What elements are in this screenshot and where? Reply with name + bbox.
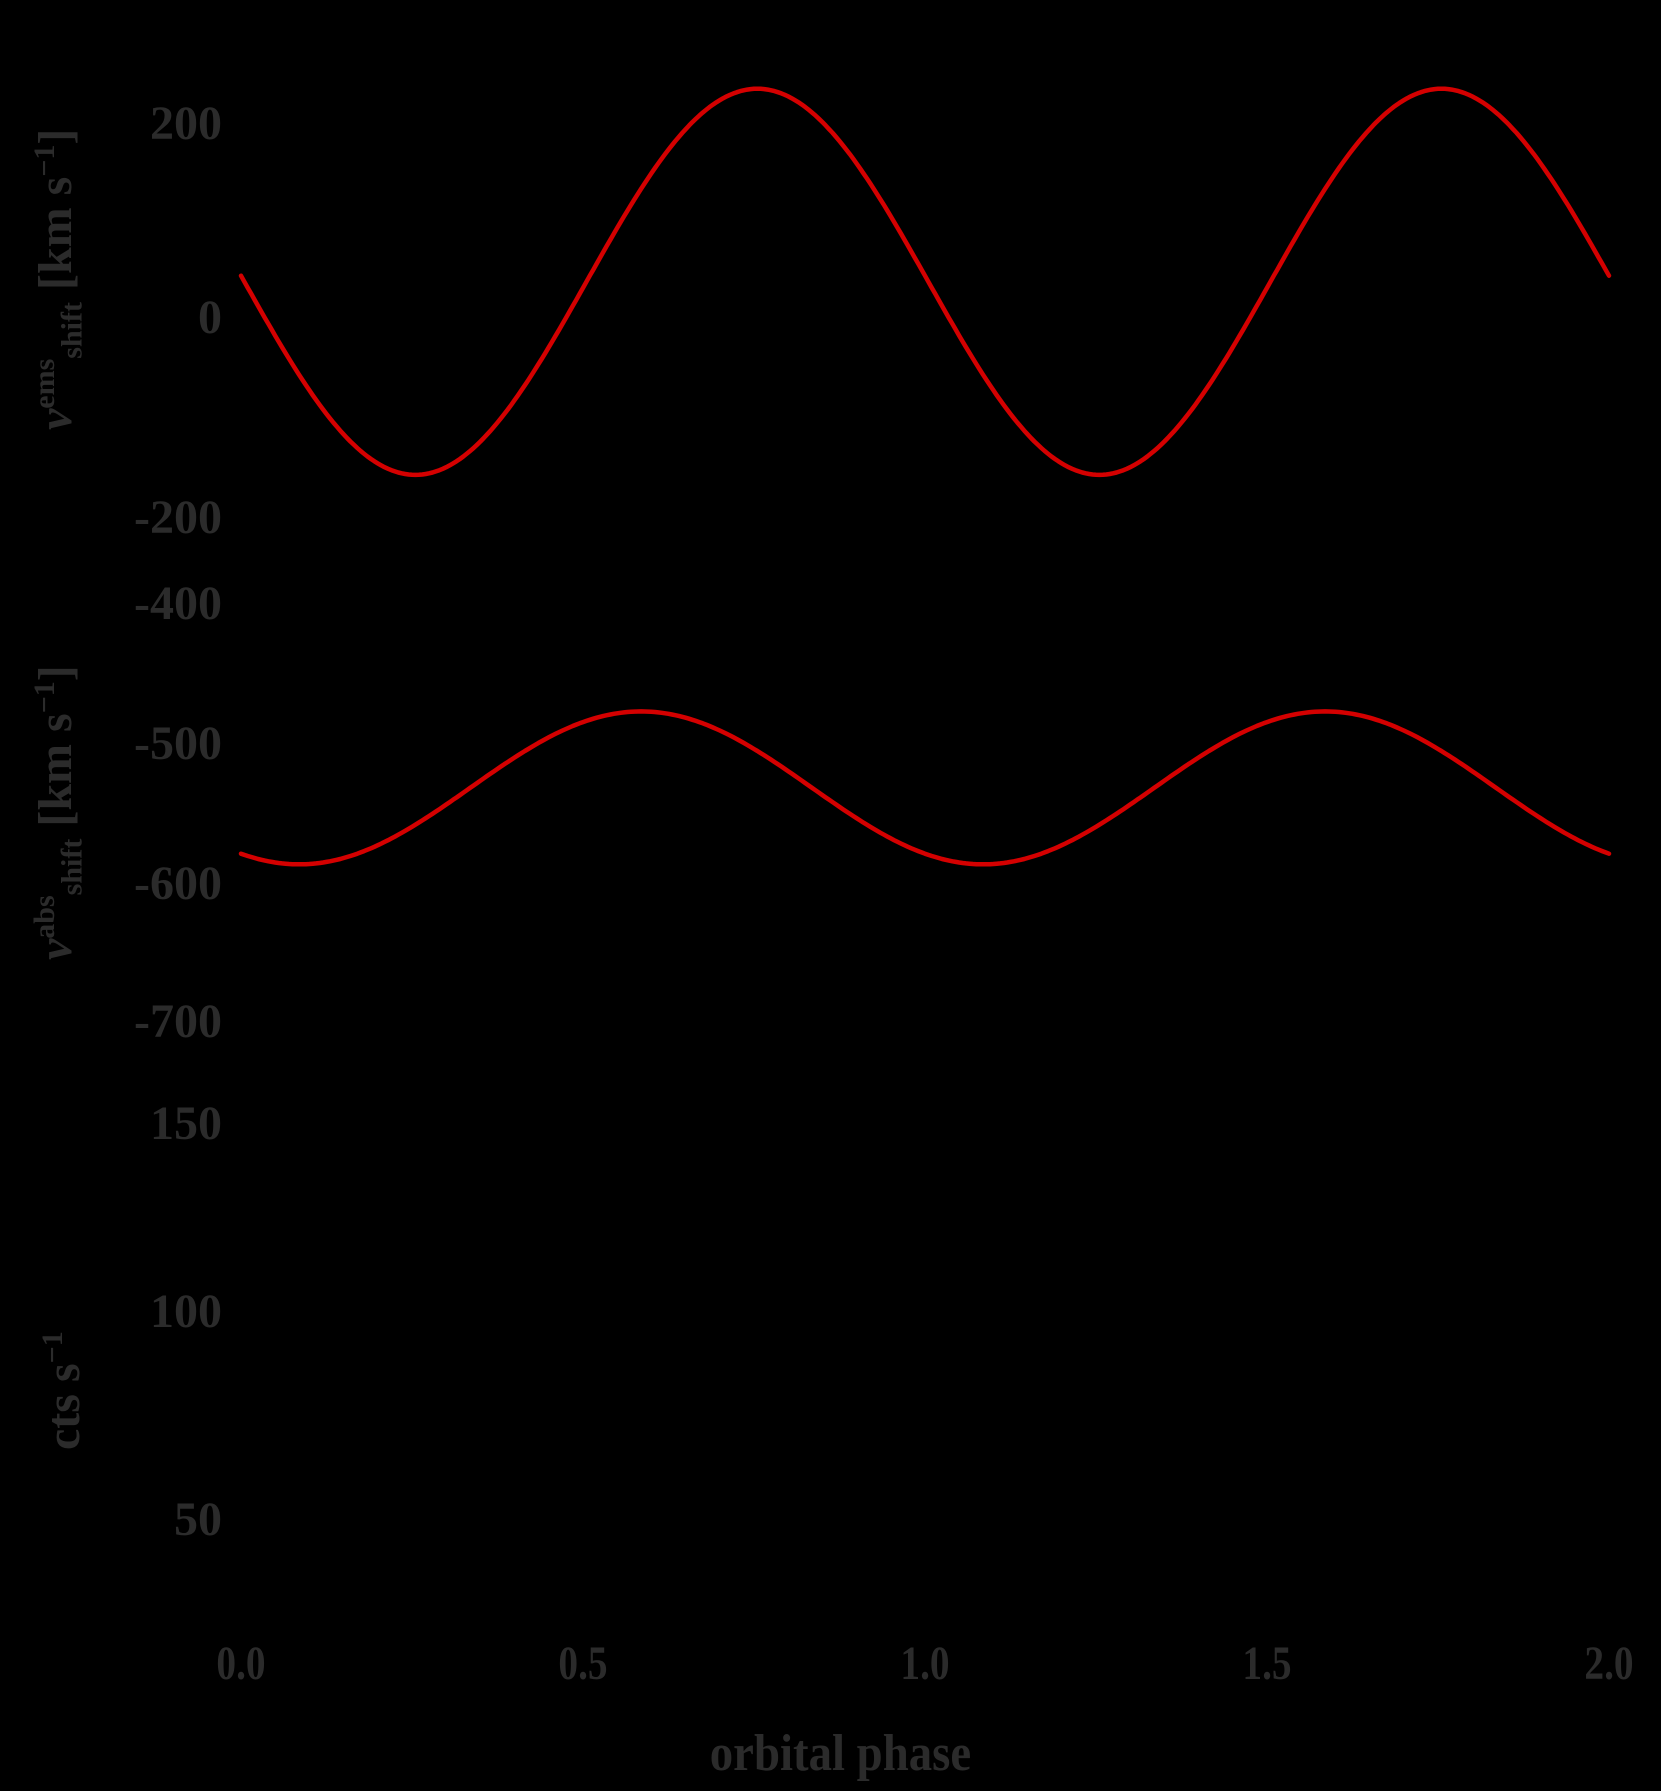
absorption-velocity-curve (238, 709, 1612, 867)
ytick-counts-150: 150 (150, 1097, 222, 1150)
ytick-absorption-minus400: -400 (134, 577, 222, 630)
xtick-0.5: 0.5 (558, 1637, 608, 1690)
ytick-emission-minus200: -200 (134, 491, 222, 544)
ytick-counts-100: 100 (150, 1285, 222, 1338)
ytick-absorption-minus500: -500 (134, 717, 222, 770)
xtick-1.0: 1.0 (900, 1637, 950, 1690)
xtick-2.0: 2.0 (1584, 1637, 1634, 1690)
ytick-emission-200: 200 (150, 97, 222, 150)
xtick-0.0: 0.0 (216, 1637, 266, 1690)
emission-velocity-curve (238, 86, 1612, 478)
ytick-emission-0: 0 (198, 291, 222, 344)
ytick-absorption-minus600: -600 (134, 857, 222, 910)
xtick-1.5: 1.5 (1242, 1637, 1292, 1690)
ytick-counts-50: 50 (174, 1493, 222, 1546)
ytick-absorption-minus700: -700 (134, 995, 222, 1048)
x-axis-label: orbital phase (709, 1725, 972, 1782)
